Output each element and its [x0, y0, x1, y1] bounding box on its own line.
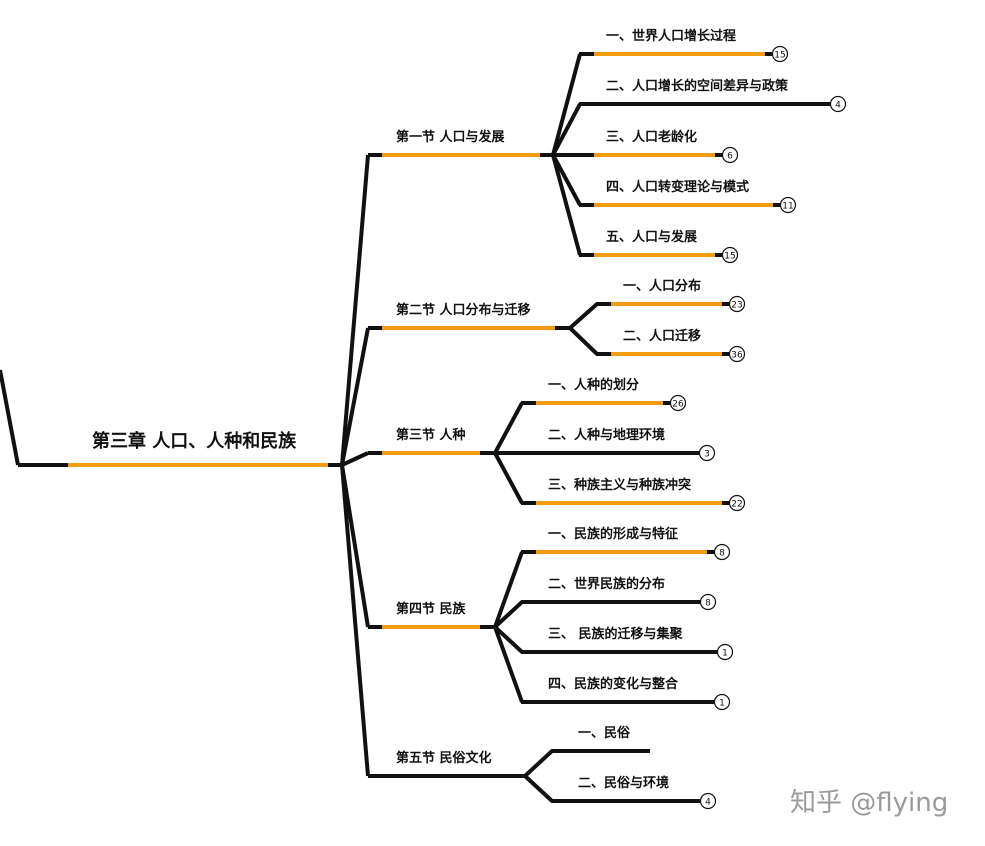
count-badge-text: 8	[719, 549, 725, 559]
section-connector	[340, 464, 370, 777]
count-badge-text: 4	[835, 101, 841, 111]
topic-label: 一、人口分布	[623, 278, 701, 294]
count-badge	[829, 95, 847, 113]
count-badge-text: 15	[724, 252, 735, 262]
topic-label: 一、民俗	[578, 725, 631, 741]
count-badge-text: 26	[672, 400, 684, 410]
topic-connector	[551, 154, 582, 206]
count-badge-text: 15	[774, 51, 785, 61]
topic-label: 一、世界人口增长过程	[606, 28, 736, 44]
topic-label: 五、人口与发展	[606, 229, 698, 245]
section-label: 第二节 人口分布与迁移	[396, 302, 531, 318]
topic-label: 二、人口增长的空间差异与政策	[606, 78, 789, 94]
topic-label: 二、人种与地理环境	[548, 427, 665, 443]
count-badge-text: 11	[782, 202, 793, 212]
topic-node[interactable]: 一、人种的划分 26	[493, 377, 687, 454]
count-badge	[699, 792, 717, 810]
topic-node[interactable]: 一、人口分布 23	[568, 278, 746, 330]
count-badge	[721, 246, 739, 264]
section-label: 第三节 人种	[396, 427, 466, 443]
topic-label: 四、民族的变化与整合	[548, 676, 679, 692]
count-badge	[728, 295, 746, 313]
root-connector	[0, 369, 20, 466]
topic-node[interactable]: 三、人口老龄化 6	[553, 129, 739, 164]
count-badge	[721, 146, 739, 164]
topic-node[interactable]: 五、人口与发展 15	[551, 154, 739, 264]
topic-node[interactable]: 三、种族主义与种族冲突 22	[493, 452, 746, 512]
topic-label: 二、世界民族的分布	[548, 576, 665, 592]
topic-node[interactable]: 四、民族的变化与整合 1	[493, 626, 731, 711]
topic-label: 一、民族的形成与特征	[548, 526, 678, 542]
watermark: 知乎 @flying	[790, 788, 949, 818]
section-connector	[340, 154, 370, 466]
topic-connector	[523, 749, 554, 778]
topic-node[interactable]: 一、世界人口增长过程 15	[551, 28, 789, 156]
section-node[interactable]: 第三节 人种 一、人种的划分 26 二、人种与地理环境 3 三、种族主义与种族冲突 22	[341, 377, 746, 512]
section-connector	[341, 451, 369, 467]
section-node[interactable]: 第五节 民俗文化 一、民俗二、民俗与环境 4	[340, 464, 717, 810]
topic-label: 四、人口转变理论与模式	[606, 179, 749, 195]
count-badge	[716, 643, 734, 661]
topic-connector	[493, 626, 524, 703]
count-badge	[698, 444, 716, 462]
topic-connector	[493, 600, 524, 629]
count-badge-text: 1	[719, 699, 725, 709]
count-badge	[699, 593, 717, 611]
topic-node[interactable]: 一、民俗	[523, 725, 650, 778]
root-label: 第三章 人口、人种和民族	[92, 430, 297, 452]
topic-connector	[551, 154, 582, 256]
topic-node[interactable]: 一、民族的形成与特征 8	[493, 526, 731, 628]
count-badge-text: 23	[731, 301, 742, 311]
section-label: 第五节 民俗文化	[396, 750, 492, 766]
section-label: 第四节 民族	[396, 601, 467, 617]
topic-label: 三、种族主义与种族冲突	[548, 477, 691, 493]
count-badge	[771, 45, 789, 63]
topic-label: 二、人口迁移	[623, 328, 701, 344]
topic-connector	[568, 326, 599, 356]
section-connector	[340, 327, 370, 466]
topic-label: 三、人口老龄化	[606, 129, 697, 145]
topic-connector	[493, 402, 524, 454]
count-badge	[779, 196, 797, 214]
section-label: 第一节 人口与发展	[396, 129, 506, 145]
topic-node[interactable]: 二、人口迁移 36	[568, 326, 746, 363]
section-node[interactable]: 第二节 人口分布与迁移 一、人口分布 23 二、人口迁移 36	[340, 278, 746, 466]
section-node[interactable]: 第一节 人口与发展 一、世界人口增长过程 15 二、人口增长的空间差异与政策 4 三、人口…	[340, 28, 847, 466]
count-badge	[713, 693, 731, 711]
section-connector	[340, 464, 370, 628]
topic-node[interactable]: 三、 民族的迁移与集聚 1	[493, 625, 734, 661]
topic-connector	[493, 551, 524, 628]
topic-node[interactable]: 二、人口增长的空间差异与政策 4	[551, 78, 847, 156]
count-badge-text: 8	[705, 599, 711, 609]
root-node[interactable]: 第三章 人口、人种和民族	[0, 369, 342, 467]
topic-node[interactable]: 二、人种与地理环境 3	[495, 427, 716, 462]
topic-node[interactable]: 二、民俗与环境 4	[523, 774, 717, 810]
topic-label: 二、民俗与环境	[578, 775, 669, 791]
topic-connector	[568, 302, 599, 330]
count-badge-text: 36	[731, 351, 743, 361]
count-badge	[713, 543, 731, 561]
count-badge	[728, 345, 746, 363]
topic-node[interactable]: 二、世界民族的分布 8	[493, 576, 717, 629]
topic-label: 一、人种的划分	[548, 377, 639, 393]
count-badge	[669, 394, 687, 412]
count-badge-text: 1	[722, 649, 728, 659]
count-badge-text: 3	[704, 450, 710, 460]
count-badge-text: 22	[731, 500, 742, 510]
topic-connector	[493, 452, 524, 504]
topic-label: 三、 民族的迁移与集聚	[548, 626, 684, 642]
count-badge-text: 4	[705, 798, 711, 808]
topic-connector	[493, 625, 524, 654]
topic-connector	[551, 53, 582, 156]
count-badge	[728, 494, 746, 512]
topic-node[interactable]: 四、人口转变理论与模式 11	[551, 154, 797, 214]
topic-connector	[551, 103, 582, 156]
count-badge-text: 6	[727, 152, 733, 162]
topic-connector	[523, 774, 554, 803]
